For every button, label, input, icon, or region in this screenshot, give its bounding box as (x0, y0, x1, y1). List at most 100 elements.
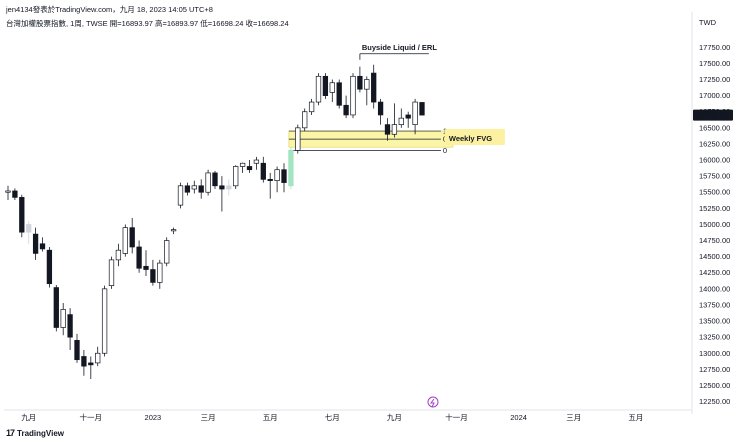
candle-body[interactable] (308, 101, 315, 113)
candle-body[interactable] (32, 233, 39, 254)
candle-body[interactable] (281, 169, 287, 183)
candle-body[interactable] (350, 75, 356, 116)
candle-body[interactable] (157, 262, 163, 283)
candle-body[interactable] (136, 246, 142, 269)
candle-body[interactable] (129, 227, 135, 248)
candle-body[interactable] (177, 185, 184, 206)
x-tick-label: 十一月 (80, 412, 103, 422)
candle-body[interactable] (336, 82, 342, 106)
last-price-label: 16698.24 (697, 111, 728, 120)
candle-body[interactable] (343, 104, 349, 116)
candle-body[interactable] (39, 243, 46, 250)
y-tick-label: 17750.00 (699, 43, 730, 52)
y-tick-label: 17250.00 (699, 75, 730, 84)
x-tick-label: 五月 (628, 413, 643, 422)
x-tick-label: 九月 (387, 413, 402, 422)
last-price-tag (693, 109, 733, 121)
y-tick-label: 16000.00 (699, 156, 730, 165)
tradingview-brand: TradingView (17, 428, 64, 438)
candle-body[interactable] (205, 172, 211, 193)
candle-body[interactable] (371, 72, 377, 103)
y-tick-label: 14500.00 (699, 252, 730, 261)
candle-body[interactable] (329, 82, 335, 93)
candle-body[interactable] (364, 79, 370, 90)
candle-body[interactable] (405, 114, 411, 119)
candle-body[interactable] (95, 352, 101, 364)
candle-body[interactable] (5, 190, 11, 193)
candle-body[interactable] (398, 117, 404, 125)
candle-body[interactable] (74, 340, 80, 361)
y-tick-label: 17500.00 (699, 59, 730, 68)
fvg-label-bg (444, 129, 505, 146)
candle-body[interactable] (357, 75, 363, 90)
x-tick-label: 七月 (325, 413, 340, 422)
y-tick-label: 13750.00 (699, 300, 730, 309)
candle-body[interactable] (170, 229, 177, 232)
y-tick-label: 16500.00 (699, 123, 730, 132)
y-tick-label: 16250.00 (699, 139, 730, 148)
y-tick-label: 12750.00 (699, 365, 730, 374)
candle-body[interactable] (302, 111, 308, 129)
candle-body[interactable] (246, 166, 253, 171)
candle-body[interactable] (377, 101, 384, 116)
candle-body[interactable] (315, 75, 322, 103)
y-tick-label: 13250.00 (699, 333, 730, 342)
y-tick-label: 14750.00 (699, 236, 730, 245)
x-tick-label: 十一月 (445, 412, 468, 422)
x-tick-label: 三月 (566, 413, 581, 422)
candle-body[interactable] (239, 162, 246, 167)
candle-body[interactable] (274, 169, 280, 181)
candle-body[interactable] (143, 265, 149, 270)
candle-body[interactable] (150, 269, 156, 283)
y-tick-label: 15500.00 (699, 188, 730, 197)
y-tick-label: 14250.00 (699, 268, 730, 277)
candle-body[interactable] (295, 127, 301, 151)
candle-body[interactable] (419, 102, 425, 116)
candle-body[interactable] (412, 101, 418, 125)
candle-body[interactable] (67, 314, 73, 338)
candle-body[interactable] (198, 185, 204, 193)
candle-body[interactable] (26, 224, 32, 233)
y-tick-label: 17000.00 (699, 91, 730, 100)
candle-body[interactable] (267, 179, 273, 181)
candle-body[interactable] (81, 356, 87, 367)
candle-body[interactable] (60, 309, 66, 328)
tradingview-logo-icon: 17 (6, 428, 15, 438)
candle-body[interactable] (260, 162, 266, 180)
x-tick-label: 2024 (510, 413, 527, 422)
buyside-liquidity-label: Buyside Liquid / ERL (362, 43, 437, 52)
candle-body[interactable] (53, 287, 59, 328)
y-tick-label: 15250.00 (699, 204, 730, 213)
candle-body[interactable] (184, 185, 191, 193)
candle-body[interactable] (122, 227, 128, 254)
candle-body[interactable] (233, 166, 239, 187)
candle-body[interactable] (12, 190, 18, 198)
candle-body[interactable] (88, 362, 94, 366)
symbol-info: 台灣加權股票指數, 1周, TWSE 開=16893.97 高=16893.97… (6, 19, 289, 28)
candle-body[interactable] (253, 159, 260, 164)
candle-body[interactable] (46, 249, 53, 285)
candle-body[interactable] (288, 150, 294, 187)
event-marker-icon[interactable] (427, 396, 439, 408)
x-tick-label: 三月 (201, 413, 216, 422)
y-tick-label: 15750.00 (699, 172, 730, 181)
candle-body[interactable] (226, 185, 232, 190)
candle-body[interactable] (322, 75, 329, 96)
y-tick-label: 12500.00 (699, 381, 730, 390)
candle-body[interactable] (101, 288, 108, 354)
candle-body[interactable] (115, 249, 122, 261)
fvg-label: Weekly FVG (449, 134, 492, 143)
candle-body[interactable] (212, 172, 218, 187)
tradingview-footer[interactable]: 17 TradingView (6, 428, 64, 438)
candle-body[interactable] (108, 259, 115, 286)
candle-body[interactable] (391, 124, 398, 135)
candle-body[interactable] (219, 185, 225, 190)
fib-level-label: 0 (443, 146, 447, 155)
candle-body[interactable] (384, 124, 391, 135)
candle-body[interactable] (19, 197, 25, 233)
y-tick-label: 13500.00 (699, 317, 730, 326)
candle-body[interactable] (164, 240, 170, 264)
chart-attribution: jen4134發表於TradingView.com，九月 18, 2023 14… (6, 5, 213, 14)
candle-body[interactable] (191, 185, 197, 190)
